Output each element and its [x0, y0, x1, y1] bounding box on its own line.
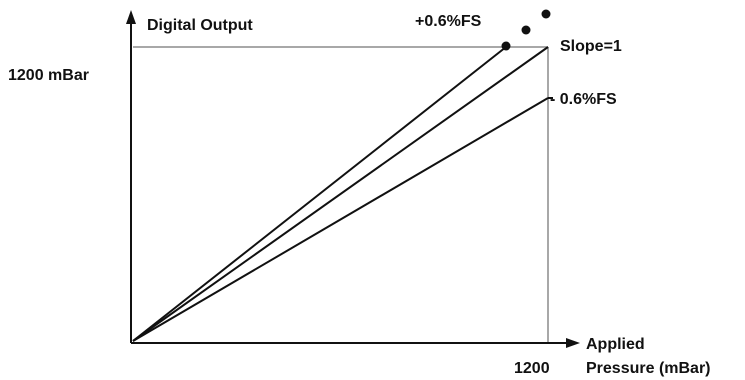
nominal-slope-line	[132, 46, 549, 342]
upper-tolerance-label: +0.6%FS	[415, 13, 482, 30]
continuation-dot	[541, 9, 551, 19]
y-full-scale-label: 1200 mBar	[8, 67, 89, 84]
continuation-dot	[501, 41, 511, 51]
x-axis-label-line1: Applied	[586, 336, 645, 353]
lower-tolerance-label: - 0.6%FS	[550, 91, 617, 108]
x-axis-label-line2: Pressure (mBar)	[586, 360, 711, 377]
x-axis-arrowhead	[566, 338, 580, 348]
upper-tolerance-line	[132, 46, 507, 342]
continuation-dot	[521, 25, 531, 35]
y-axis-arrowhead	[126, 10, 136, 24]
nominal-slope-label: Slope=1	[560, 38, 622, 55]
lower-tolerance-line	[132, 97, 549, 342]
y-axis-label: Digital Output	[147, 17, 253, 34]
x-full-scale-label: 1200	[514, 360, 550, 377]
